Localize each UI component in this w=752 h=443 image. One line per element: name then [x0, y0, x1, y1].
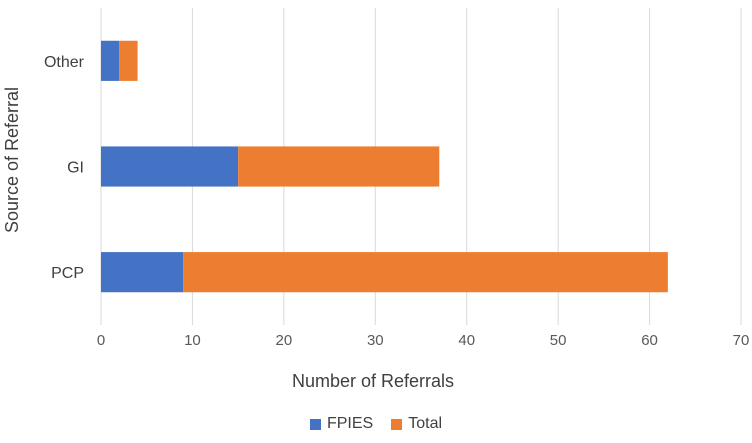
legend-item-total: Total: [391, 415, 442, 433]
x-tick-label: 60: [641, 332, 658, 349]
bar-total-other: [119, 40, 138, 81]
x-tick-labels: 0 10 20 30 40 50 60 70: [97, 332, 750, 349]
category-labels: PCP GI Other: [44, 54, 85, 282]
x-tick-label: 10: [184, 332, 201, 349]
bar-total-gi: [238, 146, 440, 187]
x-tick-label: 30: [367, 332, 384, 349]
category-label: PCP: [51, 265, 84, 282]
category-label: GI: [67, 160, 84, 177]
category-label: Other: [44, 54, 85, 71]
bar-fpies-gi: [101, 146, 239, 187]
legend-label-fpies: FPIES: [326, 415, 374, 432]
x-tick-label: 20: [276, 332, 293, 349]
y-axis-title: Source of Referral: [2, 87, 22, 233]
x-tick-label: 70: [733, 332, 750, 349]
x-tick-label: 0: [97, 332, 105, 349]
bar-fpies-other: [101, 40, 120, 81]
legend-item-fpies: FPIES: [309, 415, 374, 433]
bars: [101, 40, 668, 293]
legend: FPIES Total: [0, 415, 752, 433]
bar-total-pcp: [183, 252, 668, 293]
bar-fpies-pcp: [101, 252, 184, 293]
legend-swatch-total: [391, 418, 403, 430]
legend-swatch-fpies: [309, 418, 321, 430]
legend-label-total: Total: [408, 415, 443, 432]
x-axis-title: Number of Referrals: [292, 371, 454, 391]
x-tick-label: 40: [458, 332, 475, 349]
x-tick-label: 50: [550, 332, 567, 349]
